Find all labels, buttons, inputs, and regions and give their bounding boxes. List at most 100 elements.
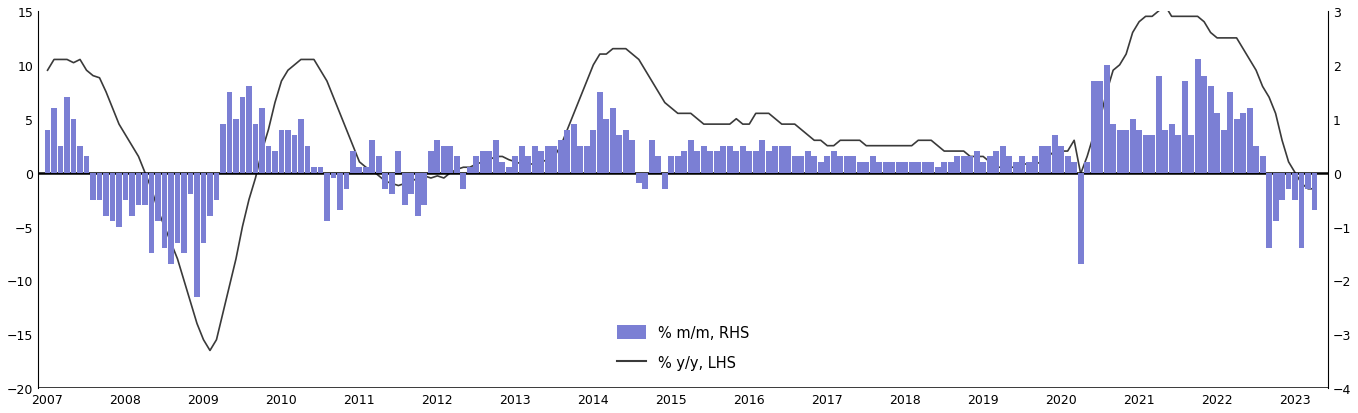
Bar xyxy=(1202,76,1207,173)
Bar xyxy=(143,173,148,205)
Bar xyxy=(584,146,589,173)
Bar xyxy=(999,146,1006,173)
Bar xyxy=(213,173,220,200)
Bar xyxy=(1188,135,1194,173)
Bar xyxy=(617,135,622,173)
Bar xyxy=(330,173,337,178)
Bar xyxy=(206,173,213,216)
Bar xyxy=(1046,146,1051,173)
Bar xyxy=(1214,114,1219,173)
Bar xyxy=(740,146,746,173)
Bar xyxy=(708,152,713,173)
Bar xyxy=(1247,109,1252,173)
Bar xyxy=(668,157,674,173)
Bar xyxy=(993,152,999,173)
Legend: % m/m, RHS, % y/y, LHS: % m/m, RHS, % y/y, LHS xyxy=(617,325,750,370)
Bar xyxy=(96,173,102,200)
Bar xyxy=(227,93,232,173)
Bar xyxy=(278,130,284,173)
Bar xyxy=(234,119,239,173)
Bar xyxy=(1305,173,1310,189)
Bar xyxy=(831,152,837,173)
Bar xyxy=(929,162,934,173)
Bar xyxy=(474,157,479,173)
Bar xyxy=(90,173,96,200)
Bar xyxy=(941,162,947,173)
Bar xyxy=(162,173,167,249)
Bar xyxy=(902,162,909,173)
Bar xyxy=(344,173,349,189)
Bar xyxy=(642,173,648,189)
Bar xyxy=(675,157,680,173)
Bar xyxy=(603,119,610,173)
Bar xyxy=(357,168,363,173)
Bar xyxy=(649,141,655,173)
Bar xyxy=(519,146,524,173)
Bar xyxy=(779,146,785,173)
Bar xyxy=(818,162,824,173)
Bar xyxy=(285,130,291,173)
Bar xyxy=(467,168,473,173)
Bar xyxy=(591,130,596,173)
Bar xyxy=(610,109,615,173)
Bar xyxy=(45,130,50,173)
Bar xyxy=(960,157,967,173)
Bar xyxy=(1084,162,1090,173)
Bar xyxy=(1312,173,1317,211)
Bar xyxy=(1298,173,1305,249)
Bar xyxy=(843,157,850,173)
Bar xyxy=(175,173,181,243)
Bar xyxy=(811,157,818,173)
Bar xyxy=(448,146,454,173)
Bar xyxy=(246,87,251,173)
Bar xyxy=(239,98,246,173)
Bar xyxy=(967,157,974,173)
Bar xyxy=(1006,157,1012,173)
Bar xyxy=(915,162,921,173)
Bar xyxy=(805,152,811,173)
Bar xyxy=(428,152,433,173)
Bar xyxy=(479,152,486,173)
Bar xyxy=(272,152,278,173)
Bar xyxy=(629,141,636,173)
Bar xyxy=(1266,173,1272,249)
Bar xyxy=(64,98,71,173)
Bar xyxy=(493,141,498,173)
Bar xyxy=(1025,162,1032,173)
Bar xyxy=(1065,157,1070,173)
Bar xyxy=(507,168,512,173)
Bar xyxy=(766,152,771,173)
Bar xyxy=(1058,146,1065,173)
Bar xyxy=(701,146,706,173)
Bar xyxy=(955,157,960,173)
Bar xyxy=(363,168,369,173)
Bar xyxy=(545,146,551,173)
Bar xyxy=(1090,82,1096,173)
Bar xyxy=(1111,125,1116,173)
Bar xyxy=(785,146,792,173)
Bar xyxy=(1142,135,1149,173)
Bar xyxy=(383,173,388,189)
Bar xyxy=(948,162,953,173)
Bar xyxy=(103,173,109,216)
Bar xyxy=(1123,130,1128,173)
Bar xyxy=(409,173,414,195)
Bar xyxy=(337,173,342,211)
Bar xyxy=(194,173,200,297)
Bar xyxy=(689,141,694,173)
Bar xyxy=(636,173,642,184)
Bar xyxy=(876,162,883,173)
Bar xyxy=(1071,162,1077,173)
Bar xyxy=(441,146,447,173)
Bar xyxy=(526,157,531,173)
Bar xyxy=(532,146,538,173)
Bar xyxy=(435,141,440,173)
Bar xyxy=(682,152,687,173)
Bar xyxy=(129,173,134,216)
Bar xyxy=(934,168,941,173)
Bar xyxy=(1286,173,1291,189)
Bar xyxy=(266,146,272,173)
Bar xyxy=(1169,125,1175,173)
Bar xyxy=(318,168,323,173)
Bar xyxy=(1149,135,1156,173)
